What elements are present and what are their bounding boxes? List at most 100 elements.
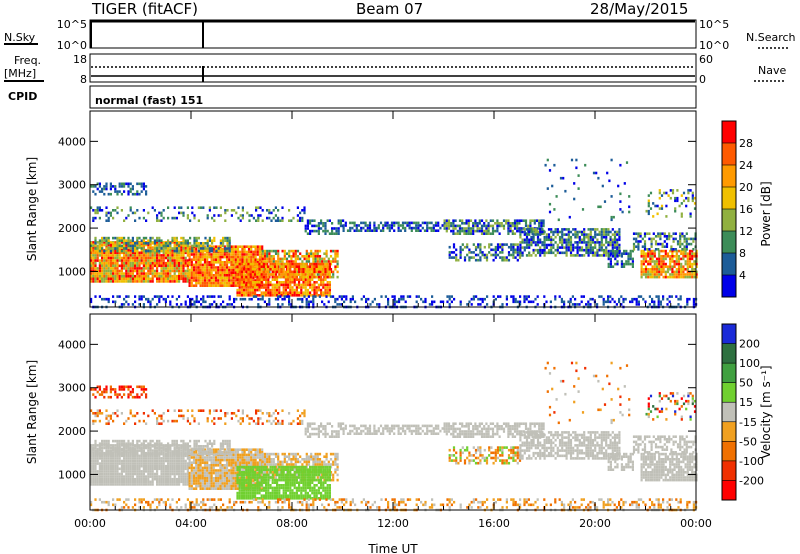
velocity-cell [153, 472, 156, 476]
power-cell [686, 270, 689, 274]
velocity-cell [175, 472, 178, 476]
power-cell [309, 291, 312, 294]
velocity-cell [149, 464, 152, 468]
power-cell [134, 211, 137, 215]
power-cell [346, 229, 350, 232]
power-cell [178, 261, 181, 265]
power-cell [631, 257, 634, 261]
power-cell [622, 300, 625, 304]
velocity-cell [90, 480, 93, 484]
power-cell [287, 268, 290, 271]
power-cell [329, 255, 333, 258]
power-cell [125, 277, 128, 281]
power-cell [683, 235, 686, 238]
velocity-cell [109, 459, 112, 463]
power-cell [200, 249, 203, 253]
power-cell [580, 241, 584, 244]
power-cell [497, 295, 500, 298]
power-cell [423, 229, 427, 232]
power-cell [112, 246, 115, 249]
power-cell [131, 303, 134, 306]
power-cell [660, 204, 664, 208]
velocity-cell [120, 472, 123, 476]
power-cell [232, 281, 235, 285]
power-cell [293, 294, 296, 297]
power-cell [567, 238, 570, 242]
power-cell [695, 260, 698, 263]
power-cell [212, 245, 215, 248]
power-cell [145, 261, 148, 265]
velocity-cell [140, 464, 143, 468]
power-cell [247, 245, 251, 248]
power-cell [516, 224, 519, 228]
power-cell [180, 248, 183, 252]
freq-label: Freq. [14, 54, 41, 67]
power-cell [134, 261, 137, 265]
power-cell [611, 297, 614, 301]
power-cell [234, 258, 237, 261]
power-cell [300, 288, 303, 292]
power-cell [353, 224, 356, 227]
power-cell [248, 219, 251, 222]
power-cell [219, 206, 222, 209]
power-cell [657, 235, 660, 238]
power-cell [653, 275, 656, 279]
power-cell [142, 264, 145, 268]
power-cell [90, 256, 93, 260]
power-cell [530, 243, 533, 247]
power-cell [94, 274, 97, 278]
power-cell [278, 262, 281, 266]
power-cell [456, 232, 459, 235]
power-cell [281, 260, 284, 263]
power-cell [243, 283, 246, 287]
power-cell [314, 295, 317, 298]
power-cell [261, 297, 264, 301]
power-cell [336, 255, 339, 258]
power-cell [228, 244, 231, 248]
power-cell [178, 249, 181, 253]
power-cell [371, 229, 374, 232]
power-cell [476, 227, 479, 230]
power-cell [329, 260, 333, 263]
power-cell [201, 266, 204, 269]
velocity-cell [105, 457, 108, 460]
power-cell [195, 244, 198, 248]
velocity-cell [158, 457, 161, 460]
velocity-cell [129, 472, 132, 476]
power-cell [679, 235, 682, 238]
power-cell [287, 270, 290, 274]
date-title: 28/May/2015 [590, 0, 689, 18]
power-cell [240, 288, 243, 292]
power-cell [528, 246, 531, 249]
power-cell [145, 297, 148, 301]
power-cell [567, 248, 570, 252]
power-cell [322, 268, 325, 271]
power-cell [259, 206, 262, 209]
power-cell [481, 251, 484, 254]
power-cell [186, 280, 189, 283]
velocity-cell [120, 459, 123, 463]
power-cell [320, 291, 323, 294]
power-cell [217, 245, 220, 248]
power-cell [151, 277, 154, 281]
power-cell [147, 297, 150, 301]
power-cell [612, 252, 615, 255]
power-cell [660, 262, 663, 266]
power-cell [160, 214, 163, 217]
power-cell [505, 243, 508, 246]
velocity-cell [151, 457, 154, 460]
velocity-cell [162, 483, 165, 486]
power-cell [658, 249, 661, 253]
power-cell [206, 258, 209, 261]
power-cell [208, 249, 211, 253]
power-cell [273, 286, 276, 289]
velocity-cell [158, 467, 161, 471]
power-cell [561, 235, 564, 239]
power-cell [96, 182, 99, 186]
power-cell [305, 257, 308, 261]
power-cell [483, 229, 486, 233]
power-cell [193, 244, 196, 248]
power-cell [101, 267, 104, 270]
power-cell [240, 262, 243, 266]
power-cell [247, 294, 250, 297]
